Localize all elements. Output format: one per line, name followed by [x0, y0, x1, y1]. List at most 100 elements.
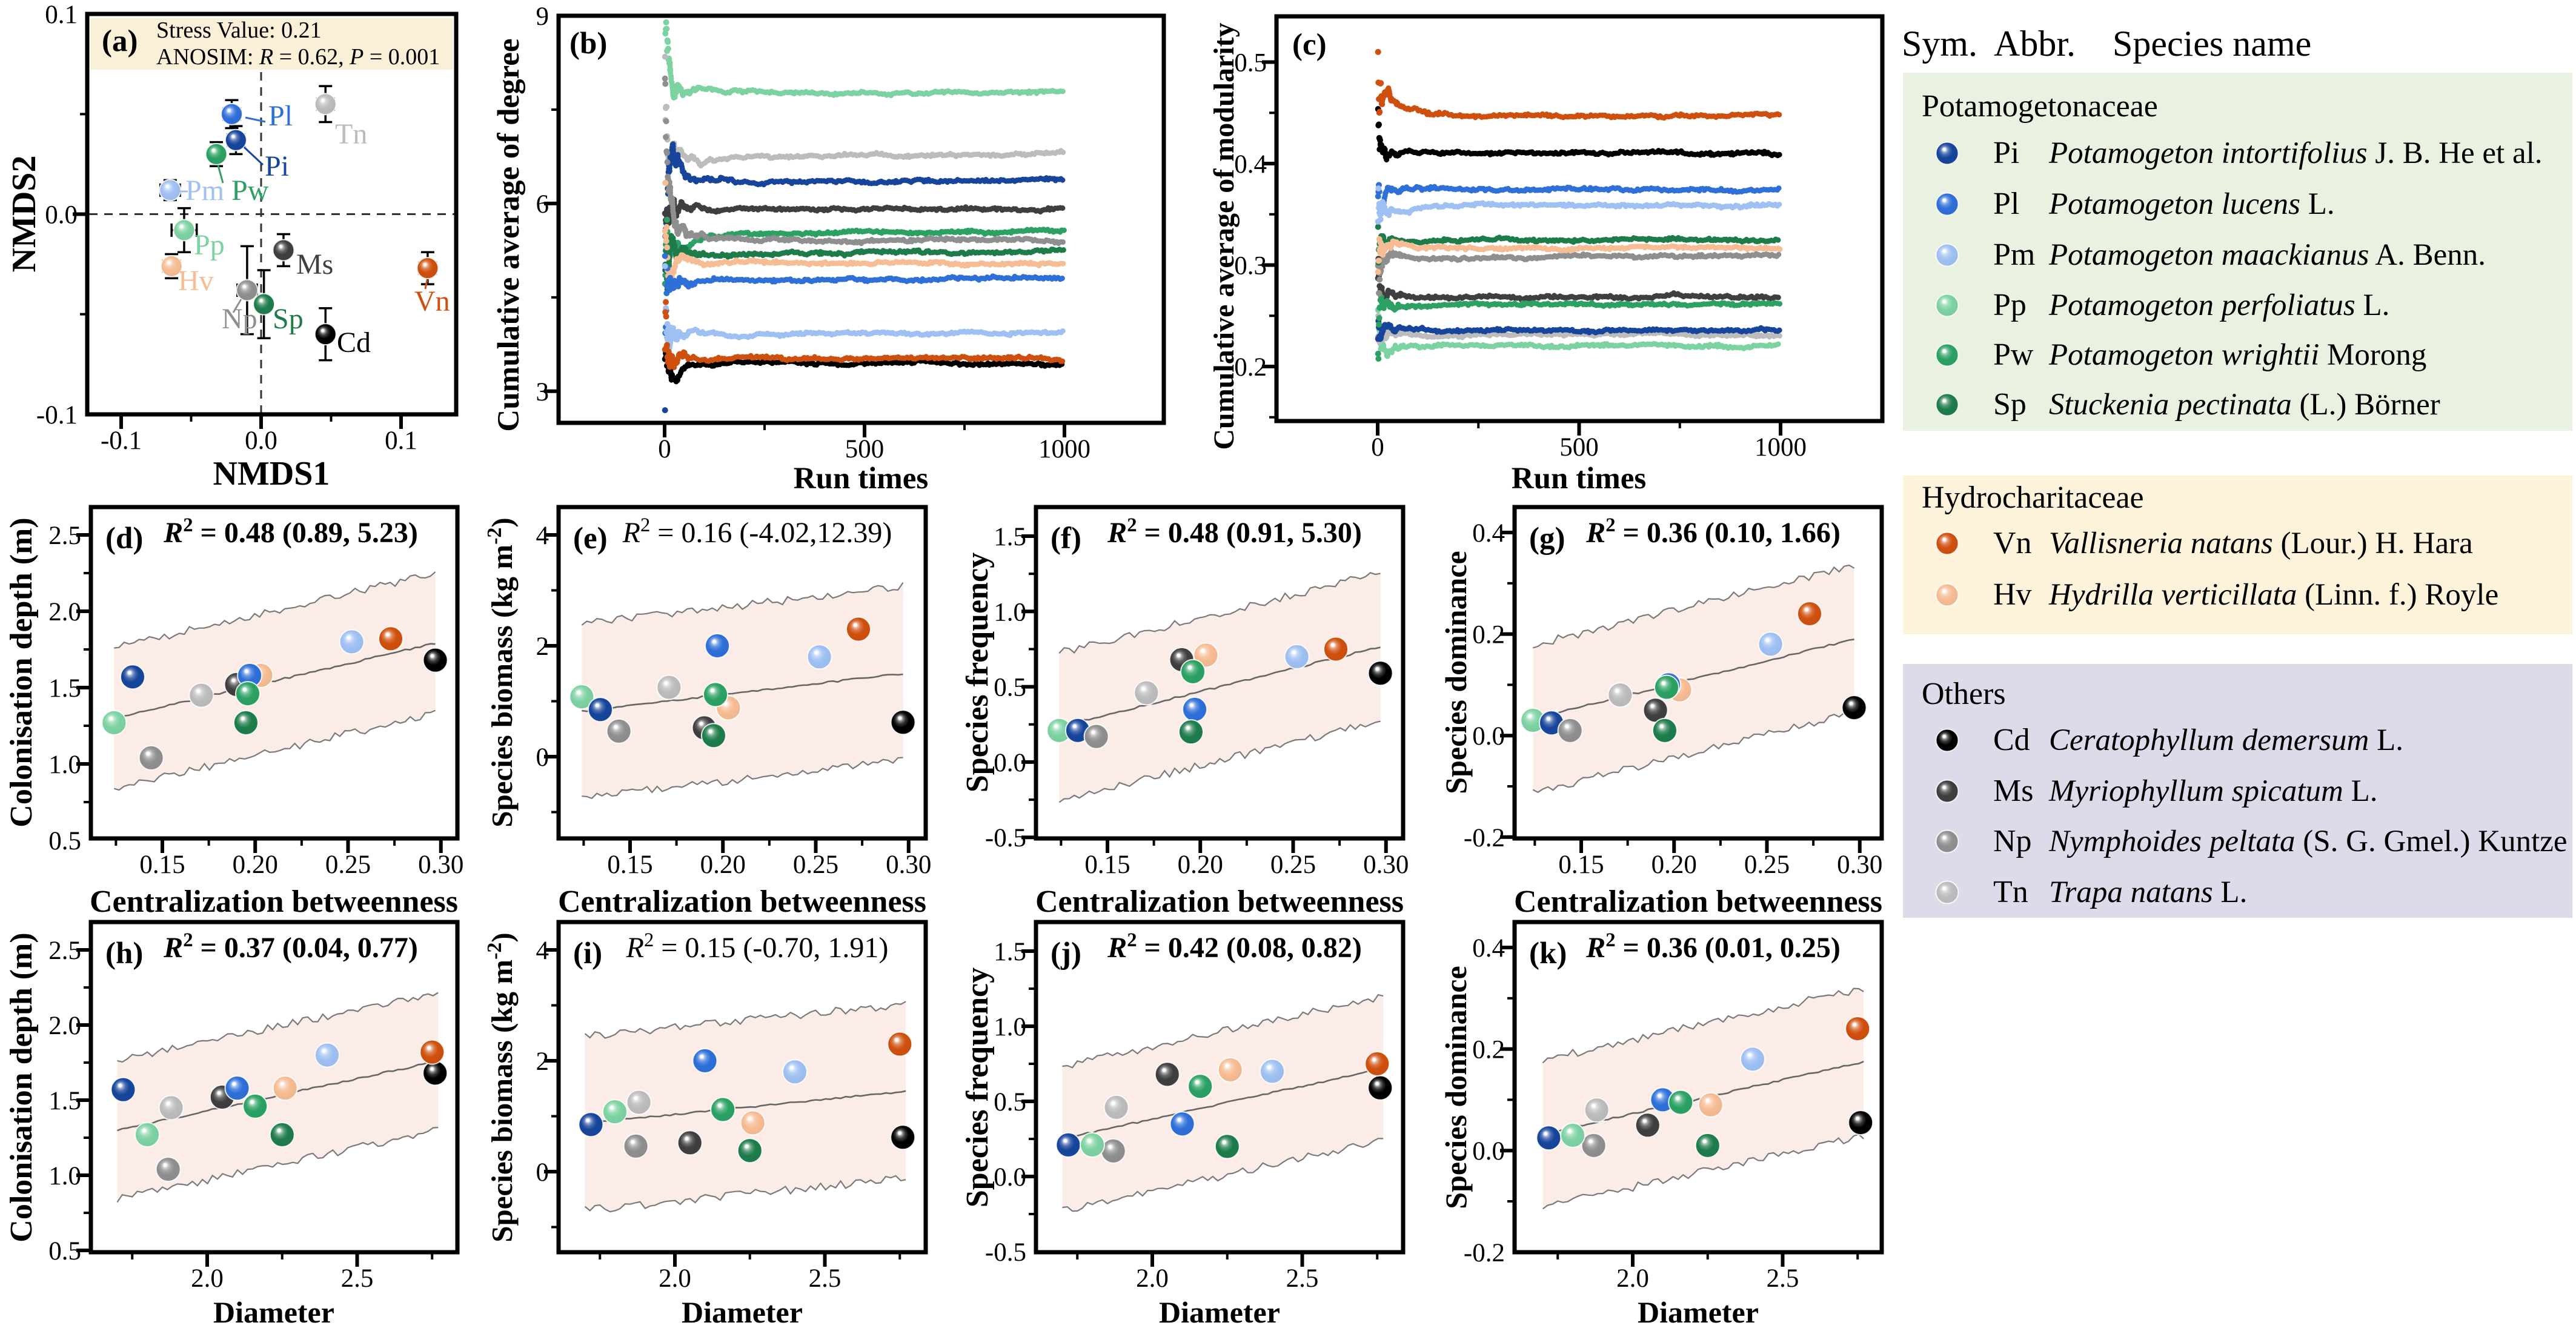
svg-text:(h): (h)	[105, 937, 143, 971]
svg-text:Species name: Species name	[2113, 24, 2311, 64]
svg-text:Tn: Tn	[335, 118, 367, 150]
svg-text:R2 = 0.36 (0.10, 1.66): R2 = 0.36 (0.10, 1.66)	[1585, 514, 1841, 549]
svg-text:1.5: 1.5	[48, 674, 81, 703]
svg-text:Species dominance: Species dominance	[1439, 551, 1473, 794]
svg-text:0.1: 0.1	[45, 1, 78, 29]
svg-text:R2 = 0.37 (0.04, 0.77): R2 = 0.37 (0.04, 0.77)	[163, 929, 418, 964]
svg-text:(i): (i)	[573, 937, 602, 971]
svg-text:Pm: Pm	[185, 174, 224, 207]
svg-text:Species biomass (kg m-2): Species biomass (kg m-2)	[483, 932, 519, 1243]
svg-text:-0.1: -0.1	[36, 401, 78, 430]
svg-text:0.2: 0.2	[1472, 1036, 1505, 1064]
svg-text:2.0: 2.0	[1616, 1264, 1649, 1293]
svg-text:Hv: Hv	[1993, 577, 2032, 612]
svg-text:Pi: Pi	[1993, 136, 2019, 170]
svg-text:1.5: 1.5	[994, 938, 1026, 966]
svg-text:Myriophyllum spicatum L.: Myriophyllum spicatum L.	[2048, 774, 2378, 808]
svg-text:6: 6	[536, 190, 549, 219]
svg-text:Hydrocharitaceae: Hydrocharitaceae	[1922, 480, 2144, 515]
svg-text:Nymphoides peltata (S. G. Gmel: Nymphoides peltata (S. G. Gmel.) Kuntze	[2048, 825, 2568, 858]
svg-text:Np: Np	[222, 303, 257, 335]
svg-text:Centralization betweenness: Centralization betweenness	[1035, 884, 1404, 919]
svg-text:R2 = 0.48 (0.91, 5.30): R2 = 0.48 (0.91, 5.30)	[1107, 514, 1362, 549]
svg-text:Centralization betweenness: Centralization betweenness	[90, 884, 458, 919]
svg-text:Diameter: Diameter	[682, 1295, 803, 1329]
svg-text:ANOSIM: R = 0.62, P = 0.001: ANOSIM: R = 0.62, P = 0.001	[156, 44, 440, 70]
svg-text:R2 = 0.15 (-0.70, 1.91): R2 = 0.15 (-0.70, 1.91)	[626, 929, 889, 964]
svg-text:Stress Value: 0.21: Stress Value: 0.21	[156, 18, 322, 43]
svg-text:Others: Others	[1922, 677, 2006, 711]
svg-text:2: 2	[536, 632, 549, 661]
svg-text:Diameter: Diameter	[213, 1295, 334, 1329]
svg-text:Species frequency: Species frequency	[960, 967, 995, 1207]
svg-text:-0.5: -0.5	[985, 824, 1026, 852]
svg-text:0.5: 0.5	[994, 1088, 1026, 1117]
svg-text:4: 4	[536, 937, 549, 965]
svg-text:0.30: 0.30	[1363, 851, 1409, 879]
svg-text:(f): (f)	[1051, 522, 1081, 556]
svg-text:NMDS2: NMDS2	[5, 156, 43, 273]
svg-text:(a): (a)	[102, 24, 138, 58]
svg-text:Cd: Cd	[337, 327, 371, 359]
svg-text:2.5: 2.5	[1767, 1264, 1799, 1293]
svg-text:Centralization betweenness: Centralization betweenness	[558, 884, 926, 919]
svg-text:2.5: 2.5	[48, 937, 81, 965]
svg-text:0.0: 0.0	[245, 426, 277, 455]
svg-text:-0.2: -0.2	[1464, 824, 1505, 852]
svg-text:Pi: Pi	[265, 150, 289, 182]
svg-text:Species dominance: Species dominance	[1439, 966, 1473, 1209]
svg-text:0: 0	[536, 1158, 549, 1187]
svg-text:Centralization betweenness: Centralization betweenness	[1514, 884, 1882, 919]
svg-text:0.15: 0.15	[607, 851, 652, 879]
svg-text:1000: 1000	[1038, 435, 1090, 463]
svg-text:0.20: 0.20	[1178, 851, 1223, 879]
svg-text:1.0: 1.0	[994, 598, 1026, 626]
svg-text:Colonisation depth (m): Colonisation depth (m)	[4, 932, 39, 1242]
svg-text:1000: 1000	[1754, 433, 1807, 462]
svg-text:2.5: 2.5	[1286, 1264, 1319, 1293]
svg-text:0.4: 0.4	[1234, 150, 1267, 179]
svg-text:1.0: 1.0	[48, 751, 81, 779]
svg-text:0.5: 0.5	[48, 1237, 81, 1266]
svg-text:4: 4	[536, 522, 549, 550]
svg-text:2.0: 2.0	[191, 1264, 224, 1293]
svg-text:Ms: Ms	[296, 248, 333, 280]
svg-text:Tn: Tn	[1993, 875, 2028, 909]
svg-text:Abbr.: Abbr.	[1994, 24, 2076, 64]
svg-text:Stuckenia pectinata (L.) Börne: Stuckenia pectinata (L.) Börner	[2049, 388, 2440, 422]
svg-text:0.4: 0.4	[1472, 934, 1505, 963]
svg-text:Hv: Hv	[178, 265, 214, 297]
svg-text:Colonisation depth (m): Colonisation depth (m)	[4, 517, 39, 827]
svg-text:0.30: 0.30	[1837, 851, 1882, 879]
svg-text:2.5: 2.5	[48, 522, 81, 550]
svg-text:2.0: 2.0	[1136, 1264, 1169, 1293]
svg-text:Ceratophyllum demersum L.: Ceratophyllum demersum L.	[2049, 723, 2403, 757]
svg-text:Potamogeton wrightii Morong: Potamogeton wrightii Morong	[2048, 338, 2426, 372]
svg-text:0.20: 0.20	[233, 851, 278, 879]
svg-text:0.2: 0.2	[1472, 621, 1505, 649]
svg-text:Pw: Pw	[231, 174, 269, 207]
svg-text:0.0: 0.0	[1472, 722, 1505, 751]
svg-text:Sp: Sp	[1993, 387, 2027, 422]
svg-text:-0.5: -0.5	[985, 1238, 1026, 1267]
svg-text:Potamogeton intortifolius J. B: Potamogeton intortifolius J. B. He et al…	[2048, 136, 2543, 170]
svg-text:(g): (g)	[1529, 522, 1565, 556]
svg-text:0.3: 0.3	[1234, 252, 1267, 280]
svg-text:Pp: Pp	[194, 229, 225, 261]
svg-text:Run times: Run times	[794, 462, 928, 496]
svg-text:Diameter: Diameter	[1638, 1295, 1759, 1329]
svg-text:0: 0	[658, 435, 671, 463]
svg-text:R2 = 0.36 (0.01, 0.25): R2 = 0.36 (0.01, 0.25)	[1585, 929, 1841, 964]
svg-text:NMDS1: NMDS1	[213, 455, 330, 493]
svg-text:0.25: 0.25	[1270, 851, 1316, 879]
svg-text:Vn: Vn	[1993, 526, 2032, 560]
svg-text:Cumulative average of modulari: Cumulative average of modularity	[1208, 22, 1240, 450]
svg-text:Potamogetonaceae: Potamogetonaceae	[1922, 89, 2158, 124]
svg-text:0.20: 0.20	[700, 851, 746, 879]
svg-text:0.25: 0.25	[1744, 851, 1790, 879]
svg-text:0.15: 0.15	[139, 851, 185, 879]
svg-text:(c): (c)	[1292, 28, 1327, 62]
svg-text:0.15: 0.15	[1558, 851, 1604, 879]
svg-text:0.0: 0.0	[45, 201, 78, 230]
svg-text:R2 = 0.48 (0.89, 5.23): R2 = 0.48 (0.89, 5.23)	[163, 514, 418, 549]
